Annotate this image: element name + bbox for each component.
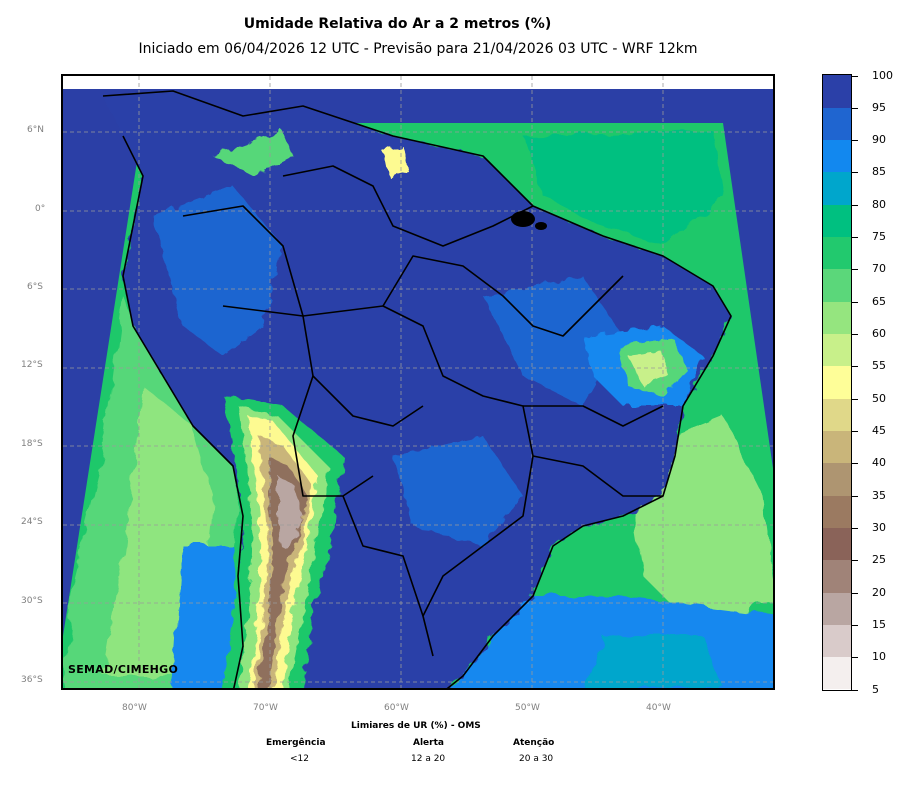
colorbar-tick-label: 85	[872, 165, 886, 179]
colorbar-tick	[852, 334, 858, 336]
colorbar-segment	[823, 656, 851, 690]
atlantic-teal-north	[523, 131, 723, 246]
colorbar-segment	[823, 268, 851, 302]
colorbar-segment	[823, 527, 851, 561]
colorbar-segment	[823, 204, 851, 238]
graticule	[63, 76, 773, 688]
colorbar	[822, 74, 852, 691]
lat-label: 0°	[35, 204, 46, 214]
lon-label: 80°W	[122, 703, 147, 713]
colorbar-tick	[852, 366, 858, 368]
colorbar-tick	[852, 172, 858, 174]
lat-label: 12°S	[21, 360, 43, 370]
colorbar-tick	[852, 527, 858, 529]
colorbar-tick-label: 15	[872, 617, 886, 631]
colorbar-tick-label: 10	[872, 650, 886, 664]
lat-label: 18°S	[21, 439, 43, 449]
colorbar-tick	[852, 560, 858, 562]
chart-title: Umidade Relativa do Ar a 2 metros (%)	[243, 16, 552, 32]
lon-label: 70°W	[253, 703, 278, 713]
colorbar-tick	[852, 237, 858, 239]
lon-label: 40°W	[646, 703, 671, 713]
colorbar-tick	[852, 269, 858, 271]
colorbar-segment	[823, 559, 851, 593]
country-borders	[102, 90, 732, 688]
colorbar-tick-label: 80	[872, 197, 886, 211]
colorbar-tick-label: 55	[872, 359, 886, 373]
lat-label: 36°S	[21, 675, 43, 685]
colorbar-segment	[823, 75, 851, 108]
colorbar-segment	[823, 624, 851, 658]
colorbar-segment	[823, 301, 851, 335]
colorbar-tick-label: 60	[872, 327, 886, 341]
colorbar-segment	[823, 495, 851, 528]
atlantic-blue-2	[584, 636, 723, 688]
colorbar-tick	[852, 430, 858, 432]
colorbar-tick-label: 70	[872, 262, 886, 276]
thresholds-heading: Limiares de UR (%) - OMS	[351, 721, 481, 731]
humidity-map	[63, 76, 773, 688]
colorbar-segment	[823, 333, 851, 367]
caribbean-coast-green	[213, 131, 293, 176]
andes-pale	[278, 476, 303, 546]
colorbar-tick-label: 75	[872, 230, 886, 244]
colorbar-tick	[852, 592, 858, 594]
colorbar-segment	[823, 171, 851, 205]
northeast-yellow	[628, 351, 669, 386]
lat-label: 30°S	[21, 596, 43, 606]
colorbar-tick	[852, 398, 858, 400]
colorbar-segment	[823, 592, 851, 625]
lon-label: 60°W	[384, 703, 409, 713]
amazon-delta	[511, 211, 547, 230]
colorbar-segment	[823, 430, 851, 464]
colorbar-tick-label: 45	[872, 423, 886, 437]
colorbar-tick	[852, 463, 858, 465]
threshold-name-alerta: Alerta	[413, 738, 444, 748]
pacific-blue	[173, 546, 238, 688]
colorbar-tick	[852, 495, 858, 497]
colorbar-tick-label: 95	[872, 100, 886, 114]
colorbar-tick-label: 90	[872, 133, 886, 147]
colorbar-tick	[852, 301, 858, 303]
colorbar-segment	[823, 462, 851, 496]
lat-label: 6°S	[27, 282, 43, 292]
colorbar-tick	[852, 689, 858, 691]
threshold-value-alerta: 12 a 20	[411, 754, 446, 764]
colorbar-tick	[852, 204, 858, 206]
map-panel	[61, 74, 775, 690]
chart-subtitle: Iniciado em 06/04/2026 12 UTC - Previsão…	[138, 41, 698, 57]
colorbar-tick-label: 30	[872, 520, 886, 534]
lat-label: 24°S	[21, 517, 43, 527]
colorbar-segment	[823, 365, 851, 399]
colorbar-tick	[852, 657, 858, 659]
colorbar-tick-label: 35	[872, 488, 886, 502]
colorbar-tick-label: 5	[872, 682, 879, 696]
colorbar-tick-label: 40	[872, 456, 886, 470]
colorbar-segment	[823, 107, 851, 141]
colorbar-segment	[823, 236, 851, 270]
lon-label: 50°W	[515, 703, 540, 713]
colorbar-tick-label: 25	[872, 553, 886, 567]
credit-label: SEMAD/CIMEHGO	[68, 663, 179, 676]
colorbar-tick-label: 20	[872, 585, 886, 599]
colorbar-tick	[852, 107, 858, 109]
threshold-value-atencao: 20 a 30	[519, 754, 554, 764]
guiana-yellow	[383, 146, 408, 176]
colorbar-segment	[823, 398, 851, 431]
colorbar-tick	[852, 75, 858, 77]
colorbar-tick-label: 65	[872, 294, 886, 308]
colorbar-segment	[823, 139, 851, 173]
threshold-value-emergencia: <12	[290, 754, 309, 764]
lat-label: 6°N	[27, 125, 44, 135]
land-blue-patches	[153, 186, 623, 546]
colorbar-tick	[852, 140, 858, 142]
threshold-name-atencao: Atenção	[513, 738, 555, 748]
colorbar-tick-label: 100	[872, 68, 893, 82]
threshold-name-emergencia: Emergência	[266, 738, 326, 748]
colorbar-tick	[852, 624, 858, 626]
colorbar-tick-label: 50	[872, 391, 886, 405]
